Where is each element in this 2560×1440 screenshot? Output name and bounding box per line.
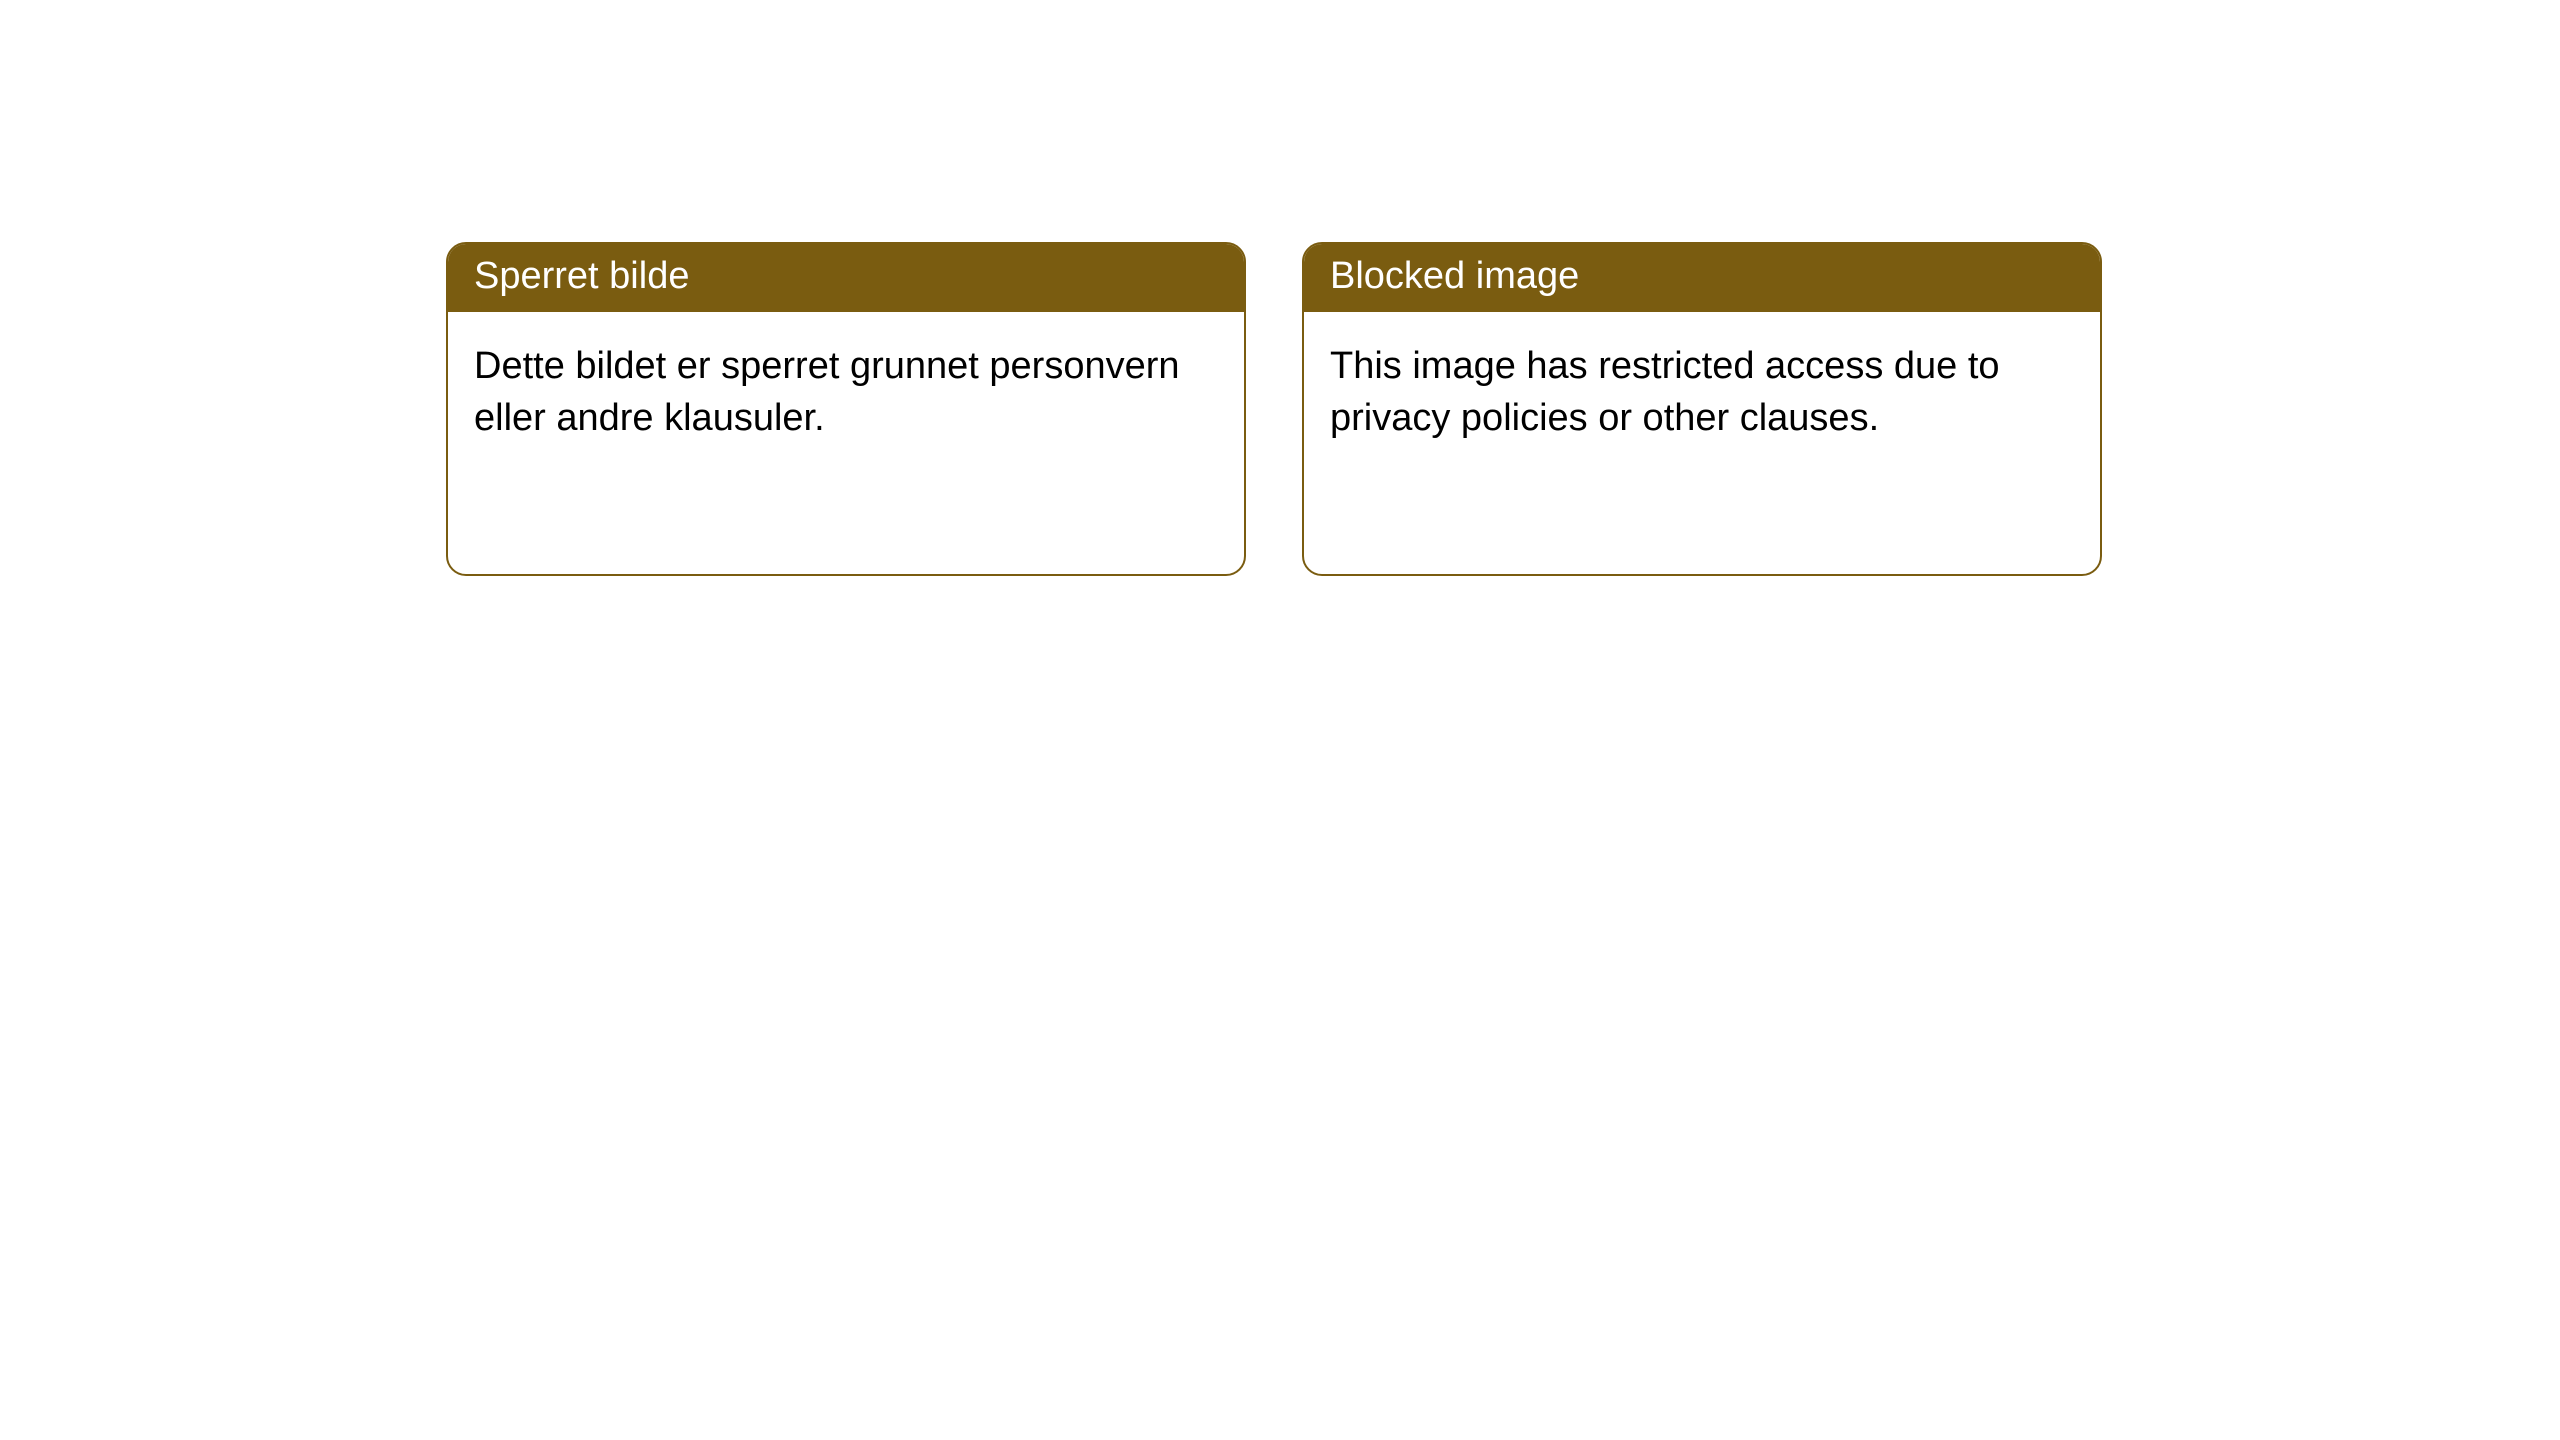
card-header-en: Blocked image (1304, 244, 2100, 312)
canvas: { "layout": { "card_width_px": 800, "car… (0, 0, 2560, 1440)
blocked-image-card-en: Blocked image This image has restricted … (1302, 242, 2102, 576)
card-body-no: Dette bildet er sperret grunnet personve… (448, 312, 1244, 465)
card-header-no: Sperret bilde (448, 244, 1244, 312)
card-body-en: This image has restricted access due to … (1304, 312, 2100, 465)
blocked-image-card-no: Sperret bilde Dette bildet er sperret gr… (446, 242, 1246, 576)
